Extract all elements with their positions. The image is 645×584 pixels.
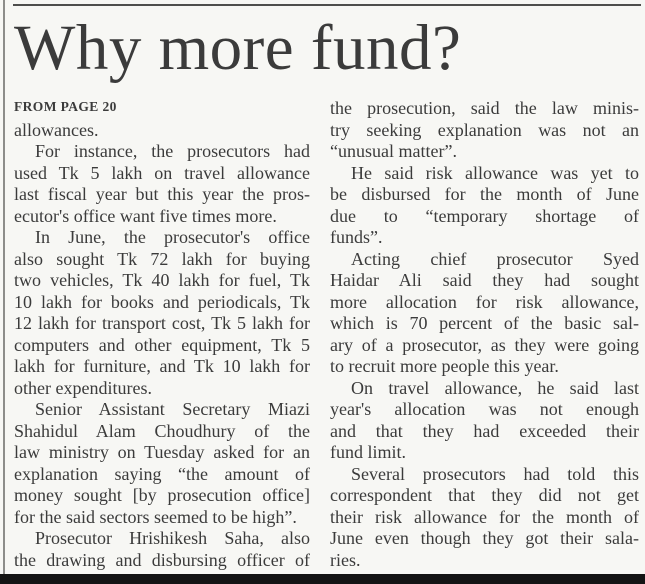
text-line: be disbursed for the month of June <box>330 184 639 204</box>
text-line: ecutor's office want five times more. <box>14 205 277 226</box>
text-line: which is 70 percent of the basic sal- <box>330 313 639 333</box>
text-line: Prosecutor Hrishikesh Saha, also <box>35 528 310 548</box>
text-line: Senior Assistant Secretary Miazi <box>35 399 310 419</box>
text-line: fund limit. <box>330 442 406 462</box>
paragraph: Acting chief prosecutor Syed Haidar Ali s… <box>330 249 639 378</box>
text-line: Haidar Ali said they had sought <box>330 270 639 290</box>
text-line: ries. <box>330 549 361 570</box>
text-line: used Tk 5 lakh on travel allowance <box>14 162 310 183</box>
text-line: Several prosecutors had told this <box>351 463 639 484</box>
headline-top-rule <box>13 4 641 6</box>
text-line: more allocation for risk allowance, <box>330 291 639 312</box>
text-line: June even though they got their sala- <box>330 528 639 548</box>
text-line: other expenditures. <box>14 377 152 398</box>
paragraph: For instance, the prosecutors had used Tk… <box>14 141 310 227</box>
text-line: ary of a prosecutor, as they were going <box>330 334 639 355</box>
text-line: For instance, the prosecutors had <box>35 141 310 161</box>
text-line: last fiscal year but this year the pros- <box>14 184 310 204</box>
article-columns: FROM PAGE 20 allowances. For instance, th… <box>14 98 639 571</box>
paragraph: He said risk allowance was yet to be disb… <box>330 163 639 249</box>
text-line: funds”. <box>330 227 383 247</box>
text-line: the drawing and disbursing officer of <box>14 549 310 570</box>
article: Why more fund? FROM PAGE 20 allowances. F… <box>14 6 639 571</box>
text-line: also sought Tk 72 lakh for buying <box>14 248 310 269</box>
paragraph: Prosecutor Hrishikesh Saha, also the draw… <box>14 528 310 571</box>
page-left-edge-rule <box>3 0 5 575</box>
text-line: Shahidul Alam Choudhury of the <box>14 420 310 441</box>
article-column-right: the prosecution, said the law minis-try … <box>330 98 639 571</box>
paragraph: Several prosecutors had told this corresp… <box>330 464 639 572</box>
article-headline: Why more fund? <box>14 12 462 84</box>
text-line: 12 lakh for transport cost, Tk 5 lakh fo… <box>14 313 310 333</box>
text-line: due to “temporary shortage of <box>330 205 639 226</box>
text-line: explanation saying “the amount of <box>14 463 310 484</box>
text-line: their risk allowance for the month of <box>330 506 639 527</box>
text-line: 10 lakh for books and periodicals, Tk <box>14 291 310 312</box>
text-line: computers and other equipment, Tk 5 <box>14 334 310 355</box>
text-line: lakh for furniture, and Tk 10 lakh for <box>14 356 310 376</box>
text-line: Acting chief prosecutor Syed <box>351 248 639 269</box>
text-line: try seeking explanation was not an <box>330 119 639 140</box>
bottom-black-bar <box>0 574 645 584</box>
text-line: for the said sectors seemed to be high”. <box>14 506 297 527</box>
text-line: year's allocation was not enough <box>330 399 639 419</box>
text-line: He said risk allowance was yet to <box>351 162 639 183</box>
text-line: the prosecution, said the law minis- <box>330 98 639 118</box>
text-line: to recruit more people this year. <box>330 356 559 376</box>
article-column-left: FROM PAGE 20 allowances. For instance, th… <box>14 98 310 571</box>
paragraph: the prosecution, said the law minis-try … <box>330 98 639 163</box>
paragraph: In June, the prosecutor's office also sou… <box>14 227 310 399</box>
paragraph: allowances. <box>14 120 310 142</box>
continued-from-kicker: FROM PAGE 20 <box>14 99 117 114</box>
paragraph: Senior Assistant Secretary Miazi Shahidul… <box>14 399 310 528</box>
text-line: allowances. <box>14 119 99 140</box>
text-line: and that they had exceeded their <box>330 420 639 441</box>
text-line: correspondent that they did not get <box>330 485 639 505</box>
text-line: law ministry on Tuesday asked for an <box>14 442 310 462</box>
paragraph: On travel allowance, he said last year's … <box>330 378 639 464</box>
text-line: In June, the prosecutor's office <box>35 227 310 247</box>
text-line: two vehicles, Tk 40 lakh for fuel, Tk <box>14 270 310 290</box>
text-line: On travel allowance, he said last <box>351 377 639 398</box>
text-line: “unusual matter”. <box>330 141 457 161</box>
text-line: money sought [by prosecution office] <box>14 485 310 505</box>
